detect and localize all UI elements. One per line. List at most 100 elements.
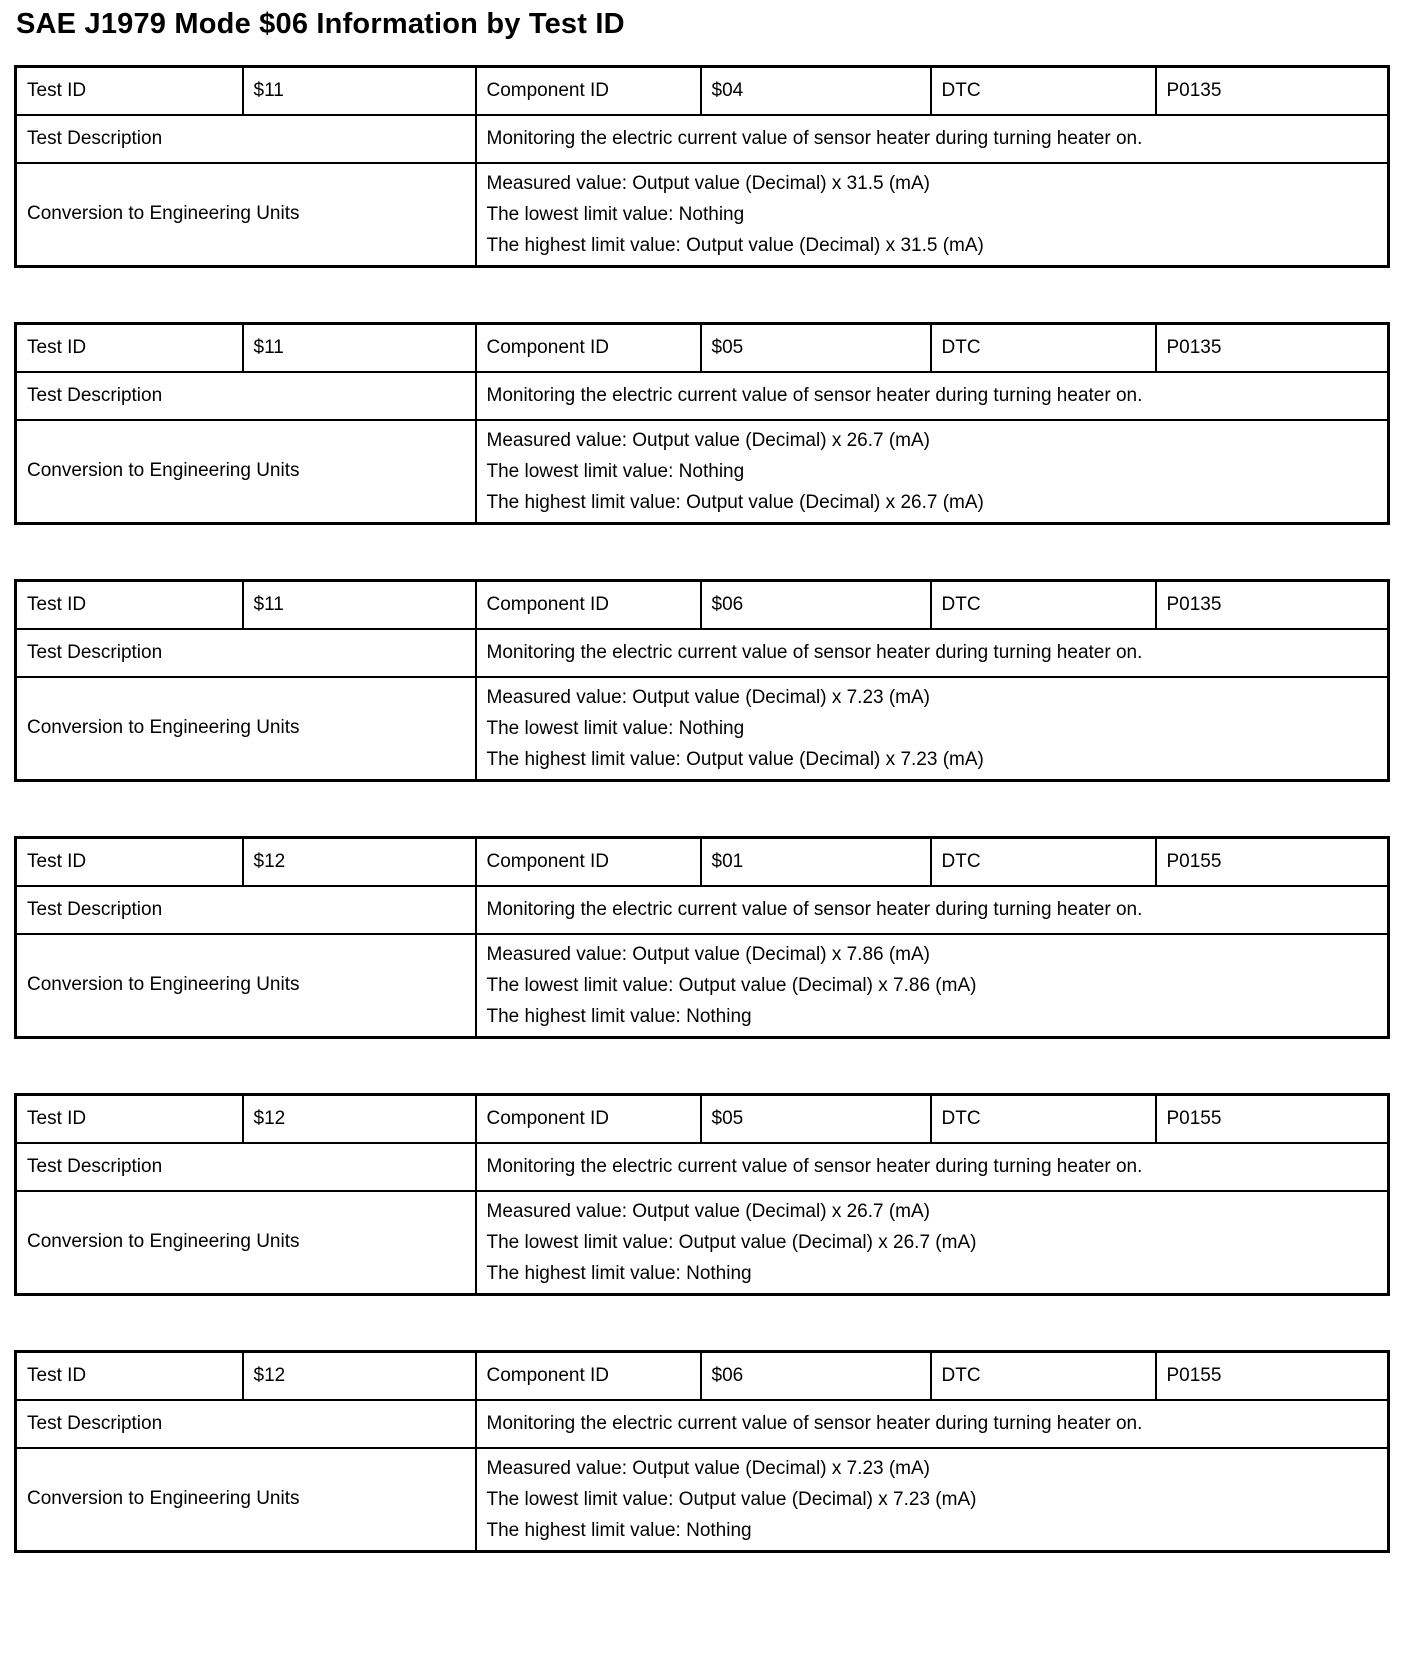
- component-id-label: Component ID: [474, 65, 702, 116]
- test-description-label: Test Description: [14, 627, 477, 678]
- component-id-value: $06: [699, 1350, 932, 1401]
- table-row-description: Test Description Monitoring the electric…: [14, 627, 1390, 678]
- component-id-label: Component ID: [474, 322, 702, 373]
- conversion-units-value: Measured value: Output value (Decimal) x…: [474, 675, 1390, 782]
- component-id-label: Component ID: [474, 1350, 702, 1401]
- component-id-value: $05: [699, 1093, 932, 1144]
- table-row-conversion: Conversion to Engineering Units Measured…: [14, 675, 1390, 782]
- conversion-highest-limit-line: The highest limit value: Output value (D…: [486, 234, 984, 256]
- test-id-label: Test ID: [14, 65, 244, 116]
- test-description-label: Test Description: [14, 1141, 477, 1192]
- conversion-measured-value-line: Measured value: Output value (Decimal) x…: [486, 686, 931, 708]
- dtc-value: P0155: [1154, 1350, 1390, 1401]
- dtc-label: DTC: [929, 579, 1157, 630]
- conversion-measured-value-line: Measured value: Output value (Decimal) x…: [486, 1200, 931, 1222]
- dtc-label: DTC: [929, 836, 1157, 887]
- component-id-value: $01: [699, 836, 932, 887]
- table-row-ids: Test ID $12 Component ID $05 DTC P0155: [14, 1093, 1390, 1144]
- component-id-value: $04: [699, 65, 932, 116]
- conversion-highest-limit-line: The highest limit value: Nothing: [486, 1262, 752, 1284]
- conversion-highest-limit-line: The highest limit value: Output value (D…: [486, 491, 984, 513]
- conversion-lowest-limit-line: The lowest limit value: Output value (De…: [486, 1231, 977, 1253]
- test-id-label: Test ID: [14, 1093, 244, 1144]
- test-id-value: $12: [241, 1350, 477, 1401]
- test-id-label: Test ID: [14, 836, 244, 887]
- component-id-value: $05: [699, 322, 932, 373]
- dtc-label: DTC: [929, 1093, 1157, 1144]
- table-row-conversion: Conversion to Engineering Units Measured…: [14, 1189, 1390, 1296]
- test-description-value: Monitoring the electric current value of…: [474, 1398, 1390, 1449]
- table-row-description: Test Description Monitoring the electric…: [14, 113, 1390, 164]
- test-description-value: Monitoring the electric current value of…: [474, 627, 1390, 678]
- conversion-units-value: Measured value: Output value (Decimal) x…: [474, 418, 1390, 525]
- conversion-units-value: Measured value: Output value (Decimal) x…: [474, 932, 1390, 1039]
- test-id-value: $11: [241, 65, 477, 116]
- dtc-value: P0155: [1154, 1093, 1390, 1144]
- conversion-units-label: Conversion to Engineering Units: [14, 932, 477, 1039]
- conversion-units-label: Conversion to Engineering Units: [14, 1446, 477, 1553]
- component-id-label: Component ID: [474, 579, 702, 630]
- component-id-value: $06: [699, 579, 932, 630]
- test-id-value: $11: [241, 579, 477, 630]
- conversion-measured-value-line: Measured value: Output value (Decimal) x…: [486, 1457, 931, 1479]
- test-id-tables-container: Test ID $11 Component ID $04 DTC P0135 T…: [14, 65, 1390, 1553]
- test-id-label: Test ID: [14, 579, 244, 630]
- table-row-ids: Test ID $12 Component ID $06 DTC P0155: [14, 1350, 1390, 1401]
- component-id-label: Component ID: [474, 836, 702, 887]
- mode06-test-table: Test ID $11 Component ID $05 DTC P0135 T…: [14, 322, 1390, 525]
- conversion-units-label: Conversion to Engineering Units: [14, 161, 477, 268]
- test-description-value: Monitoring the electric current value of…: [474, 113, 1390, 164]
- test-description-label: Test Description: [14, 113, 477, 164]
- table-row-ids: Test ID $11 Component ID $04 DTC P0135: [14, 65, 1390, 116]
- conversion-units-label: Conversion to Engineering Units: [14, 418, 477, 525]
- conversion-measured-value-line: Measured value: Output value (Decimal) x…: [486, 943, 931, 965]
- dtc-value: P0135: [1154, 579, 1390, 630]
- test-id-value: $12: [241, 836, 477, 887]
- table-row-conversion: Conversion to Engineering Units Measured…: [14, 932, 1390, 1039]
- mode06-test-table: Test ID $11 Component ID $04 DTC P0135 T…: [14, 65, 1390, 268]
- test-id-label: Test ID: [14, 1350, 244, 1401]
- mode06-test-table: Test ID $12 Component ID $05 DTC P0155 T…: [14, 1093, 1390, 1296]
- table-row-description: Test Description Monitoring the electric…: [14, 370, 1390, 421]
- conversion-highest-limit-line: The highest limit value: Nothing: [486, 1519, 752, 1541]
- dtc-label: DTC: [929, 1350, 1157, 1401]
- table-row-ids: Test ID $12 Component ID $01 DTC P0155: [14, 836, 1390, 887]
- conversion-lowest-limit-line: The lowest limit value: Nothing: [486, 460, 745, 482]
- conversion-units-value: Measured value: Output value (Decimal) x…: [474, 1189, 1390, 1296]
- table-row-ids: Test ID $11 Component ID $05 DTC P0135: [14, 322, 1390, 373]
- page-title: SAE J1979 Mode $06 Information by Test I…: [16, 8, 625, 40]
- test-description-value: Monitoring the electric current value of…: [474, 370, 1390, 421]
- conversion-lowest-limit-line: The lowest limit value: Output value (De…: [486, 1488, 977, 1510]
- conversion-highest-limit-line: The highest limit value: Output value (D…: [486, 748, 984, 770]
- dtc-value: P0155: [1154, 836, 1390, 887]
- conversion-units-label: Conversion to Engineering Units: [14, 1189, 477, 1296]
- conversion-units-label: Conversion to Engineering Units: [14, 675, 477, 782]
- table-row-conversion: Conversion to Engineering Units Measured…: [14, 1446, 1390, 1553]
- table-row-description: Test Description Monitoring the electric…: [14, 884, 1390, 935]
- mode06-test-table: Test ID $11 Component ID $06 DTC P0135 T…: [14, 579, 1390, 782]
- mode06-test-table: Test ID $12 Component ID $01 DTC P0155 T…: [14, 836, 1390, 1039]
- conversion-units-value: Measured value: Output value (Decimal) x…: [474, 161, 1390, 268]
- conversion-lowest-limit-line: The lowest limit value: Nothing: [486, 203, 745, 225]
- test-description-label: Test Description: [14, 370, 477, 421]
- test-id-value: $12: [241, 1093, 477, 1144]
- dtc-value: P0135: [1154, 322, 1390, 373]
- mode06-test-table: Test ID $12 Component ID $06 DTC P0155 T…: [14, 1350, 1390, 1553]
- dtc-label: DTC: [929, 65, 1157, 116]
- test-description-label: Test Description: [14, 1398, 477, 1449]
- dtc-label: DTC: [929, 322, 1157, 373]
- test-description-value: Monitoring the electric current value of…: [474, 884, 1390, 935]
- table-row-ids: Test ID $11 Component ID $06 DTC P0135: [14, 579, 1390, 630]
- table-row-conversion: Conversion to Engineering Units Measured…: [14, 161, 1390, 268]
- conversion-lowest-limit-line: The lowest limit value: Nothing: [486, 717, 745, 739]
- table-row-conversion: Conversion to Engineering Units Measured…: [14, 418, 1390, 525]
- test-id-label: Test ID: [14, 322, 244, 373]
- dtc-value: P0135: [1154, 65, 1390, 116]
- conversion-highest-limit-line: The highest limit value: Nothing: [486, 1005, 752, 1027]
- component-id-label: Component ID: [474, 1093, 702, 1144]
- table-row-description: Test Description Monitoring the electric…: [14, 1141, 1390, 1192]
- conversion-measured-value-line: Measured value: Output value (Decimal) x…: [486, 172, 931, 194]
- test-description-value: Monitoring the electric current value of…: [474, 1141, 1390, 1192]
- table-row-description: Test Description Monitoring the electric…: [14, 1398, 1390, 1449]
